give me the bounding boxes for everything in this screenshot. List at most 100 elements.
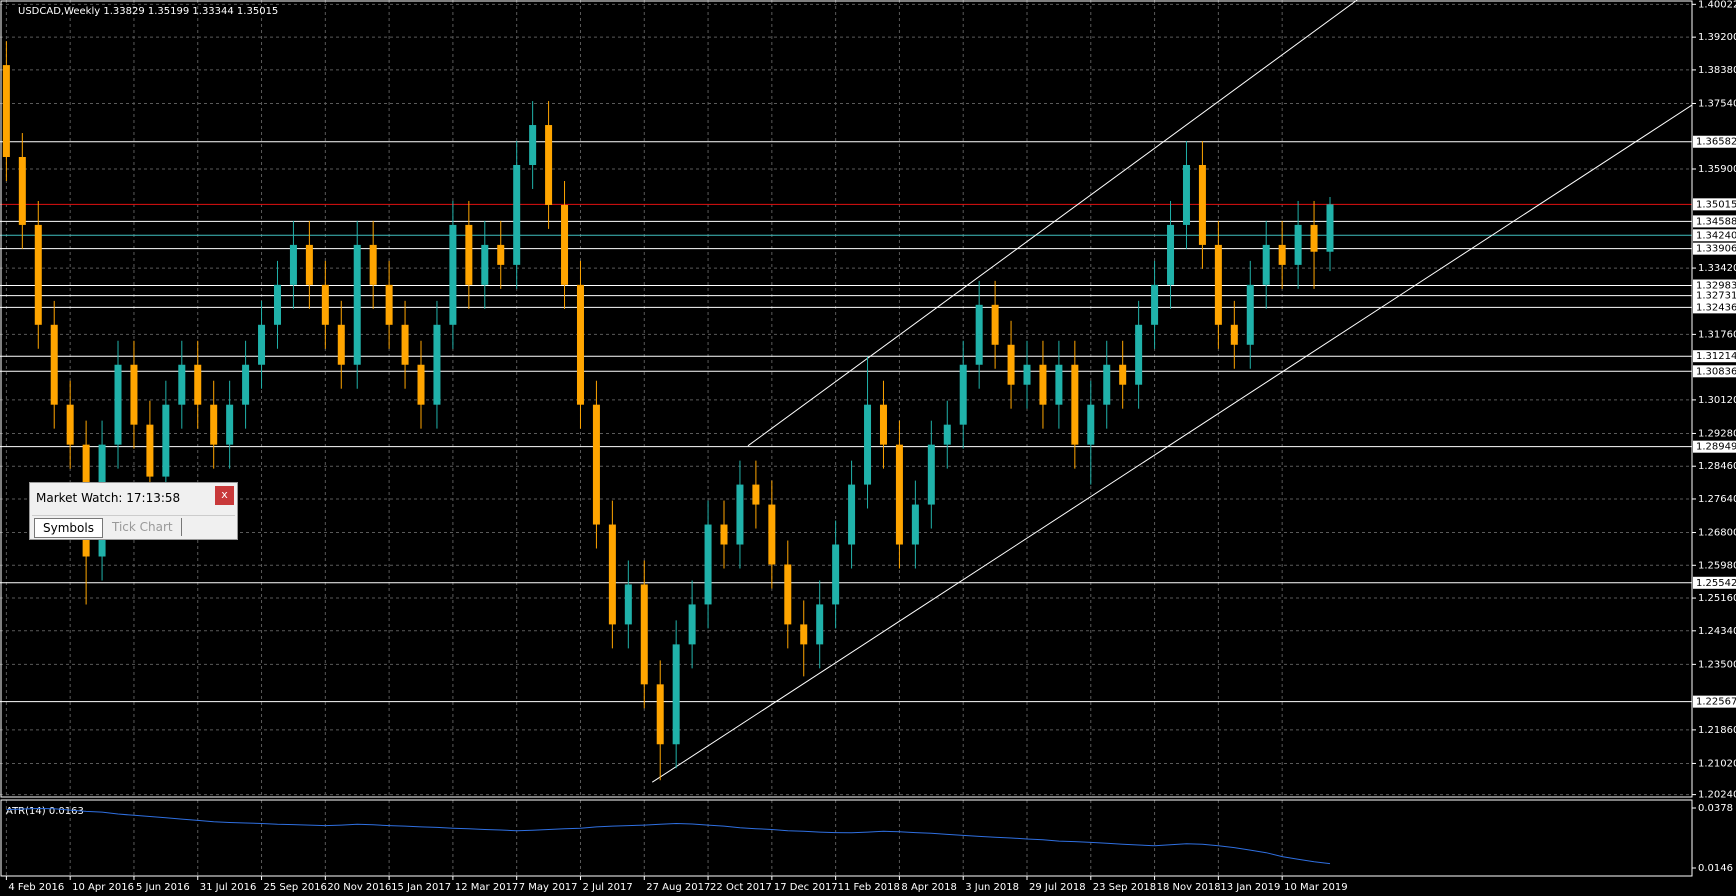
atr-line — [6, 807, 1331, 865]
candle-body — [736, 484, 744, 545]
candle-body — [529, 125, 537, 165]
candle-body — [800, 624, 808, 645]
marks-layer — [0, 0, 1692, 783]
candle-body — [1182, 164, 1190, 225]
x-tick-label: 25 Sep 2016 — [264, 882, 327, 893]
candle-body — [592, 404, 600, 525]
atr-title: ATR(14) 0.0163 — [6, 806, 84, 817]
candle-body — [1310, 224, 1318, 252]
x-tick-label: 8 Apr 2018 — [901, 882, 956, 893]
x-tick-label: 7 May 2017 — [519, 882, 578, 893]
level-label-box — [1693, 350, 1736, 363]
plot-border — [0, 0, 1693, 798]
candle-body — [672, 644, 680, 745]
candle-body — [1214, 244, 1222, 325]
atr-y-tick-label: 0.0146 — [1698, 863, 1733, 874]
y-tick-label: 1.24340 — [1698, 626, 1736, 637]
market-watch-title: Market Watch: 17:13:58 — [36, 491, 181, 505]
candle-body — [1246, 284, 1254, 345]
candle-body — [417, 364, 425, 405]
candle-body — [720, 524, 728, 545]
level-label: 1.25542 — [1696, 578, 1736, 589]
level-label-box — [1693, 440, 1736, 453]
level-label: 1.32436 — [1696, 302, 1736, 313]
level-label-box — [1693, 301, 1736, 314]
x-tick-label: 10 Apr 2016 — [72, 882, 134, 893]
x-tick-label: 10 Mar 2019 — [1284, 882, 1347, 893]
candle-body — [162, 404, 170, 477]
candle-body — [305, 244, 313, 285]
level-label: 1.32983 — [1696, 281, 1736, 292]
candle-body — [768, 504, 776, 565]
y-tick-label: 1.20240 — [1698, 790, 1736, 801]
y-tick-label: 1.27640 — [1698, 494, 1736, 505]
candle-body — [465, 224, 473, 285]
x-tick-label: 29 Jul 2018 — [1029, 882, 1086, 893]
candle-body — [178, 364, 186, 405]
x-tick-label: 11 Feb 2018 — [838, 882, 900, 893]
candle-body — [50, 324, 58, 405]
y-tick-label: 1.25160 — [1698, 593, 1736, 604]
level-label-box — [1693, 279, 1736, 292]
y-tick-label: 1.30120 — [1698, 395, 1736, 406]
grid-layer — [0, 0, 1692, 876]
candle-body — [369, 244, 377, 285]
x-tick-label: 3 Jun 2018 — [965, 882, 1019, 893]
candle-body — [895, 444, 903, 545]
candle-body — [18, 157, 26, 225]
y-tick-label: 1.21020 — [1698, 758, 1736, 769]
candle-body — [1326, 204, 1334, 252]
candle-body — [640, 584, 648, 685]
candle-body — [194, 364, 202, 405]
candle-body — [2, 65, 10, 158]
candle-body — [1071, 364, 1079, 445]
level-label: 1.33906 — [1696, 244, 1736, 255]
candle-body — [943, 424, 951, 445]
candle-body — [1230, 324, 1238, 345]
candle-body — [864, 404, 872, 485]
level-label-box — [1693, 198, 1736, 211]
candle-body — [481, 244, 489, 285]
level-label-box — [1693, 365, 1736, 378]
candle-body — [513, 164, 521, 265]
y-tick-label: 1.37540 — [1698, 98, 1736, 109]
close-button[interactable]: x — [215, 486, 234, 505]
candle-body — [911, 504, 919, 545]
candle-body — [66, 404, 74, 445]
y-tick-label: 1.25980 — [1698, 560, 1736, 571]
atr-y-tick-label: 0.0378 — [1698, 803, 1733, 814]
x-tick-label: 15 Jan 2017 — [391, 882, 451, 893]
candle-body — [1135, 324, 1143, 385]
candle-body — [784, 564, 792, 625]
level-label-box — [1693, 289, 1736, 302]
candle-body — [226, 404, 234, 445]
candle-body — [242, 364, 250, 405]
candle-body — [337, 324, 345, 365]
x-tick-label: 12 Mar 2017 — [455, 882, 518, 893]
level-label-box — [1693, 695, 1736, 708]
atr-border — [0, 799, 1693, 877]
trendline — [651, 104, 1692, 783]
level-label-box — [1693, 215, 1736, 228]
x-tick-label: 13 Jan 2019 — [1220, 882, 1280, 893]
candle-body — [273, 284, 281, 325]
candle-body — [1103, 364, 1111, 405]
tab-symbols[interactable]: Symbols — [34, 518, 103, 538]
level-label-box — [1693, 229, 1736, 242]
y-tick-label: 1.31760 — [1698, 329, 1736, 340]
market-watch-window[interactable]: Market Watch: 17:13:58 x Symbols Tick Ch… — [29, 482, 238, 540]
y-tick-label: 1.40022 — [1698, 0, 1736, 10]
candle-body — [1007, 344, 1015, 385]
candle-body — [1119, 364, 1127, 385]
candle-body — [1151, 284, 1159, 325]
candle-body — [1167, 224, 1175, 285]
y-tick-label: 1.39200 — [1698, 32, 1736, 43]
tab-tick-chart[interactable]: Tick Chart — [104, 518, 182, 536]
level-label: 1.36582 — [1696, 137, 1736, 148]
x-tick-label: 27 Aug 2017 — [646, 882, 710, 893]
candle-body — [959, 364, 967, 425]
level-label: 1.30836 — [1696, 366, 1736, 377]
x-tick-label: 31 Jul 2016 — [200, 882, 257, 893]
